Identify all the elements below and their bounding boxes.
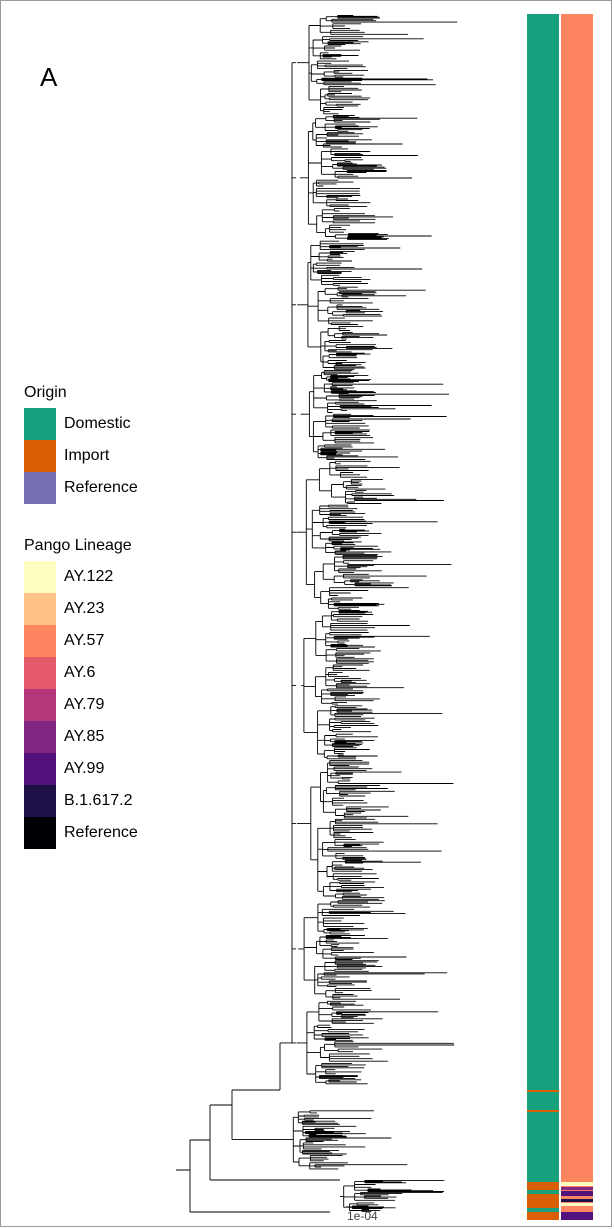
lineage-legend-label: AY.6 (64, 664, 96, 681)
origin-swatch (24, 440, 56, 472)
lineage-column (561, 14, 593, 1220)
lineage-legend-label: AY.85 (64, 728, 105, 745)
lineage-ay99-block (561, 1212, 593, 1220)
lineage-swatch (24, 817, 56, 849)
lineage-legend-item: B.1.617.2 (24, 785, 138, 817)
scale-bar-label: 1e-04 (347, 1209, 378, 1223)
lineage-swatch (24, 561, 56, 593)
origin-legend-label: Reference (64, 479, 138, 496)
origin-import-block (527, 1194, 559, 1208)
lineage-ay122-block (561, 1182, 593, 1186)
lineage-legend-label: AY.57 (64, 632, 105, 649)
origin-column (527, 14, 559, 1220)
lineage-ay85-block (561, 1187, 593, 1190)
origin-legend: Origin Domestic Import Reference (24, 384, 138, 504)
origin-legend-label: Import (64, 447, 110, 464)
lineage-legend-item: AY.99 (24, 753, 138, 785)
origin-legend-title: Origin (24, 384, 67, 401)
lineage-swatch (24, 657, 56, 689)
lineage-legend-item: AY.85 (24, 721, 138, 753)
lineage-legend-item: AY.23 (24, 593, 138, 625)
lineage-legend-label: AY.99 (64, 760, 105, 777)
origin-import-block (527, 1212, 559, 1220)
lineage-swatch (24, 721, 56, 753)
origin-legend-label: Domestic (64, 415, 131, 432)
lineage-swatch (24, 593, 56, 625)
lineage-legend-label: B.1.617.2 (64, 792, 133, 809)
lineage-ay122-block (561, 1203, 593, 1206)
lineage-swatch (24, 785, 56, 817)
lineage-swatch (24, 625, 56, 657)
origin-import-tick (527, 1090, 559, 1092)
panel-label: A (40, 62, 58, 92)
origin-legend-items: Domestic Import Reference (24, 408, 138, 504)
lineage-legend: Pango Lineage AY.122 AY.23 AY.57 AY.6 AY.79 A… (24, 537, 138, 849)
lineage-legend-label: Reference (64, 824, 138, 841)
tree-branches (176, 14, 458, 1213)
lineage-ay99-block (561, 1191, 593, 1196)
lineage-b16172-block (561, 1199, 593, 1202)
origin-legend-item: Reference (24, 472, 138, 504)
lineage-legend-label: AY.122 (64, 568, 114, 585)
origin-swatch (24, 408, 56, 440)
lineage-legend-label: AY.79 (64, 696, 105, 713)
origin-import-block (527, 1182, 559, 1190)
lineage-legend-item: AY.6 (24, 657, 138, 689)
lineage-swatch (24, 753, 56, 785)
lineage-legend-item: Reference (24, 817, 138, 849)
origin-legend-item: Domestic (24, 408, 138, 440)
origin-swatch (24, 472, 56, 504)
origin-legend-item: Import (24, 440, 138, 472)
lineage-legend-title: Pango Lineage (24, 537, 132, 554)
lineage-legend-item: AY.122 (24, 561, 138, 593)
lineage-legend-label: AY.23 (64, 600, 105, 617)
lineage-legend-item: AY.57 (24, 625, 138, 657)
lineage-legend-items: AY.122 AY.23 AY.57 AY.6 AY.79 AY.85 AY.99 B.1.6… (24, 561, 138, 849)
origin-import-tick (527, 1110, 559, 1112)
lineage-legend-item: AY.79 (24, 689, 138, 721)
lineage-swatch (24, 689, 56, 721)
